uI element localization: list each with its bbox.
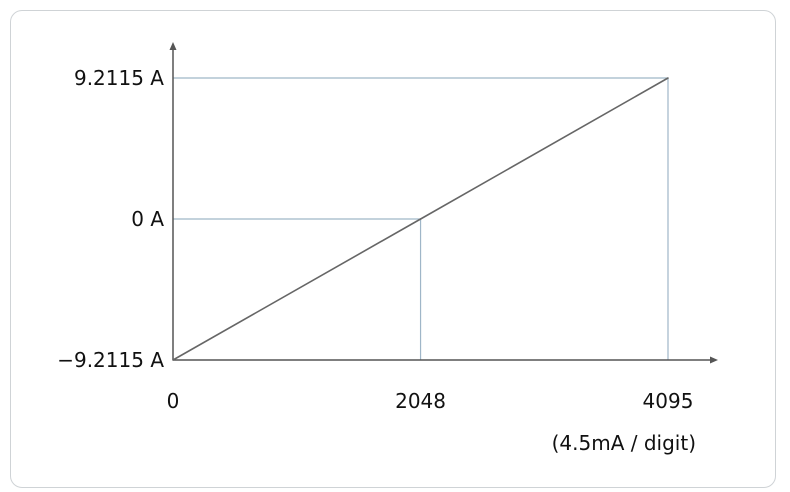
y-tick-label-2: 9.2115 A — [74, 66, 164, 90]
x-tick-label-2: 4095 — [643, 389, 694, 413]
data-point-0-2 — [667, 77, 669, 79]
y-tick-label-1: 0 A — [131, 207, 164, 231]
x-axis-arrow — [710, 356, 718, 364]
x-tick-label-1: 2048 — [395, 389, 446, 413]
y-axis-arrow — [169, 42, 177, 50]
y-tick-label-0: −9.2115 A — [57, 348, 164, 372]
y-tick-labels: −9.2115 A 0 A 9.2115 A — [57, 66, 164, 372]
x-tick-label-0: 0 — [167, 389, 180, 413]
data-point-0-0 — [172, 359, 174, 361]
x-tick-labels: 0 2048 4095 — [167, 389, 694, 413]
series — [172, 77, 669, 361]
x-axis-unit-label: (4.5mA / digit) — [552, 431, 696, 455]
data-point-0-1 — [419, 218, 422, 220]
axes — [169, 42, 718, 364]
guide-lines — [173, 77, 669, 360]
